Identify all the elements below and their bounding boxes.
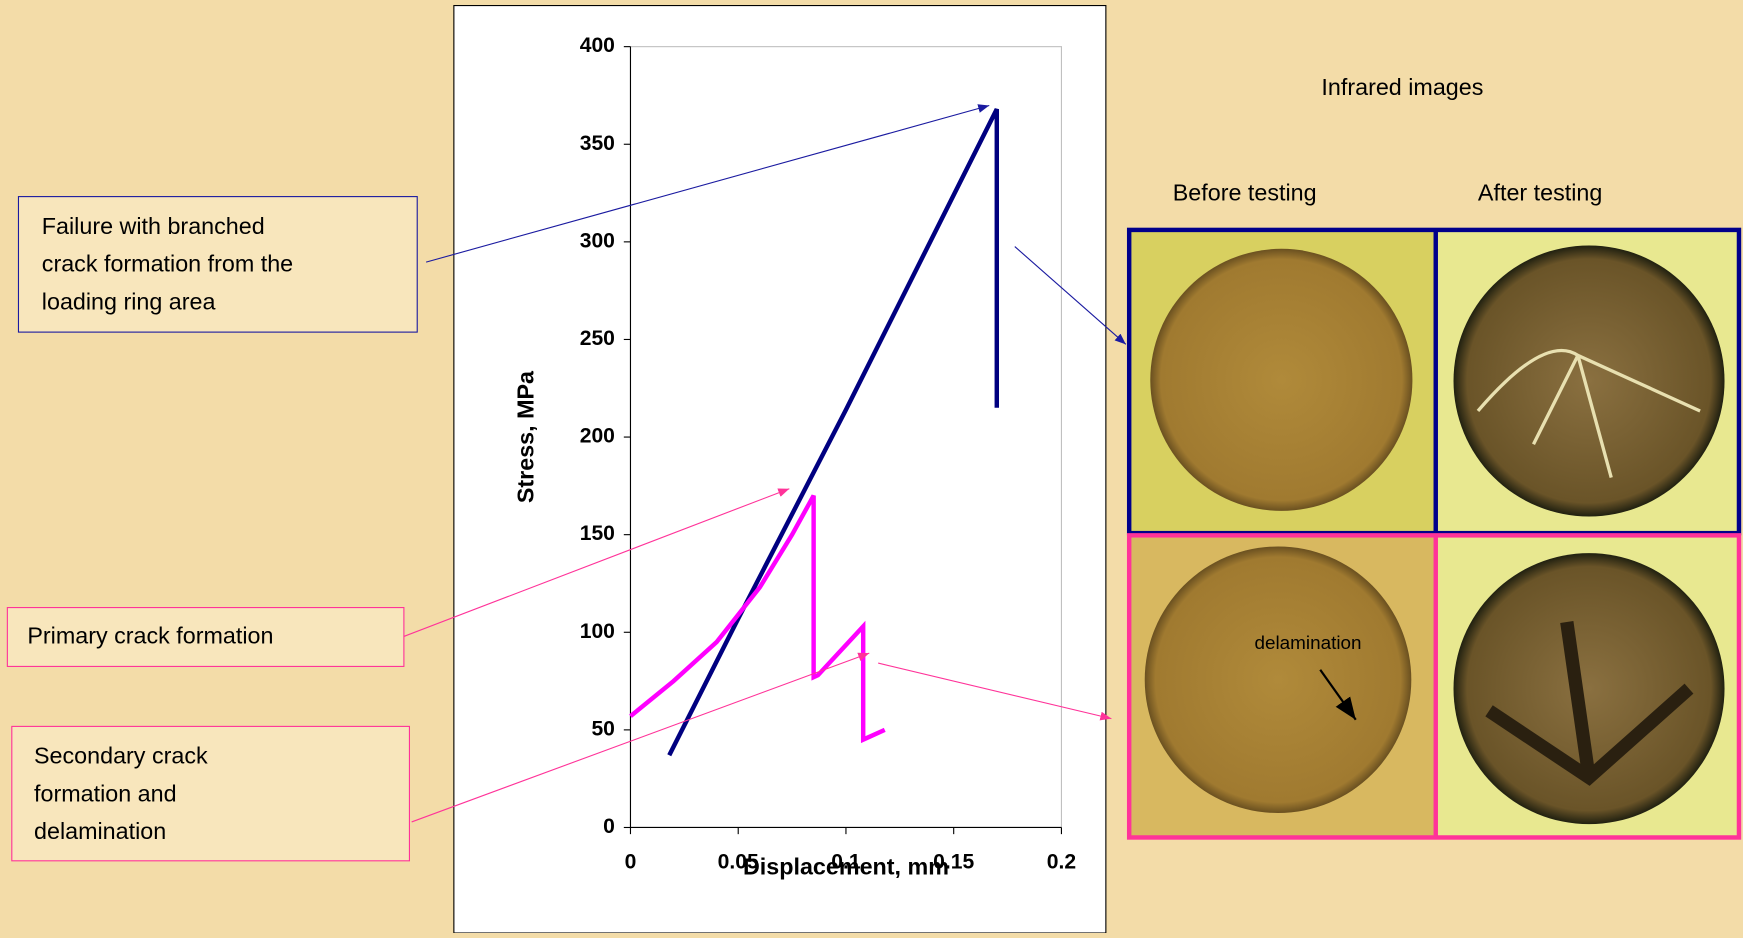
image-grid xyxy=(1129,230,1739,838)
x-tick-label: 0.2 xyxy=(1047,851,1076,874)
annotation-text: loading ring area xyxy=(42,288,216,314)
y-tick-label: 0 xyxy=(603,815,615,838)
y-tick-label: 150 xyxy=(580,522,615,545)
images-title: Infrared images xyxy=(1321,74,1483,100)
y-tick-label: 250 xyxy=(580,327,615,350)
annotation-text: delamination xyxy=(34,818,166,844)
annotation-text: crack formation from the xyxy=(42,251,293,277)
annotation-text: formation and xyxy=(34,780,177,806)
y-tick-label: 50 xyxy=(591,717,614,740)
annotation-text: Primary crack formation xyxy=(27,623,273,649)
y-tick-label: 350 xyxy=(580,132,615,155)
annotation-text: Failure with branched xyxy=(42,213,265,239)
y-tick-label: 300 xyxy=(580,229,615,252)
column-label: After testing xyxy=(1478,180,1602,206)
column-label: Before testing xyxy=(1173,180,1317,206)
y-tick-label: 400 xyxy=(580,34,615,57)
image-label: delamination xyxy=(1254,633,1361,654)
slide: 05010015020025030035040000.050.10.150.2D… xyxy=(0,0,1743,933)
x-axis-label: Displacement, mm xyxy=(743,854,949,880)
x-tick-label: 0 xyxy=(625,851,637,874)
chart-frame xyxy=(454,6,1106,933)
y-tick-label: 200 xyxy=(580,425,615,448)
annotation-text: Secondary crack xyxy=(34,743,208,769)
y-tick-label: 100 xyxy=(580,620,615,643)
y-axis-label: Stress, MPa xyxy=(512,370,538,503)
